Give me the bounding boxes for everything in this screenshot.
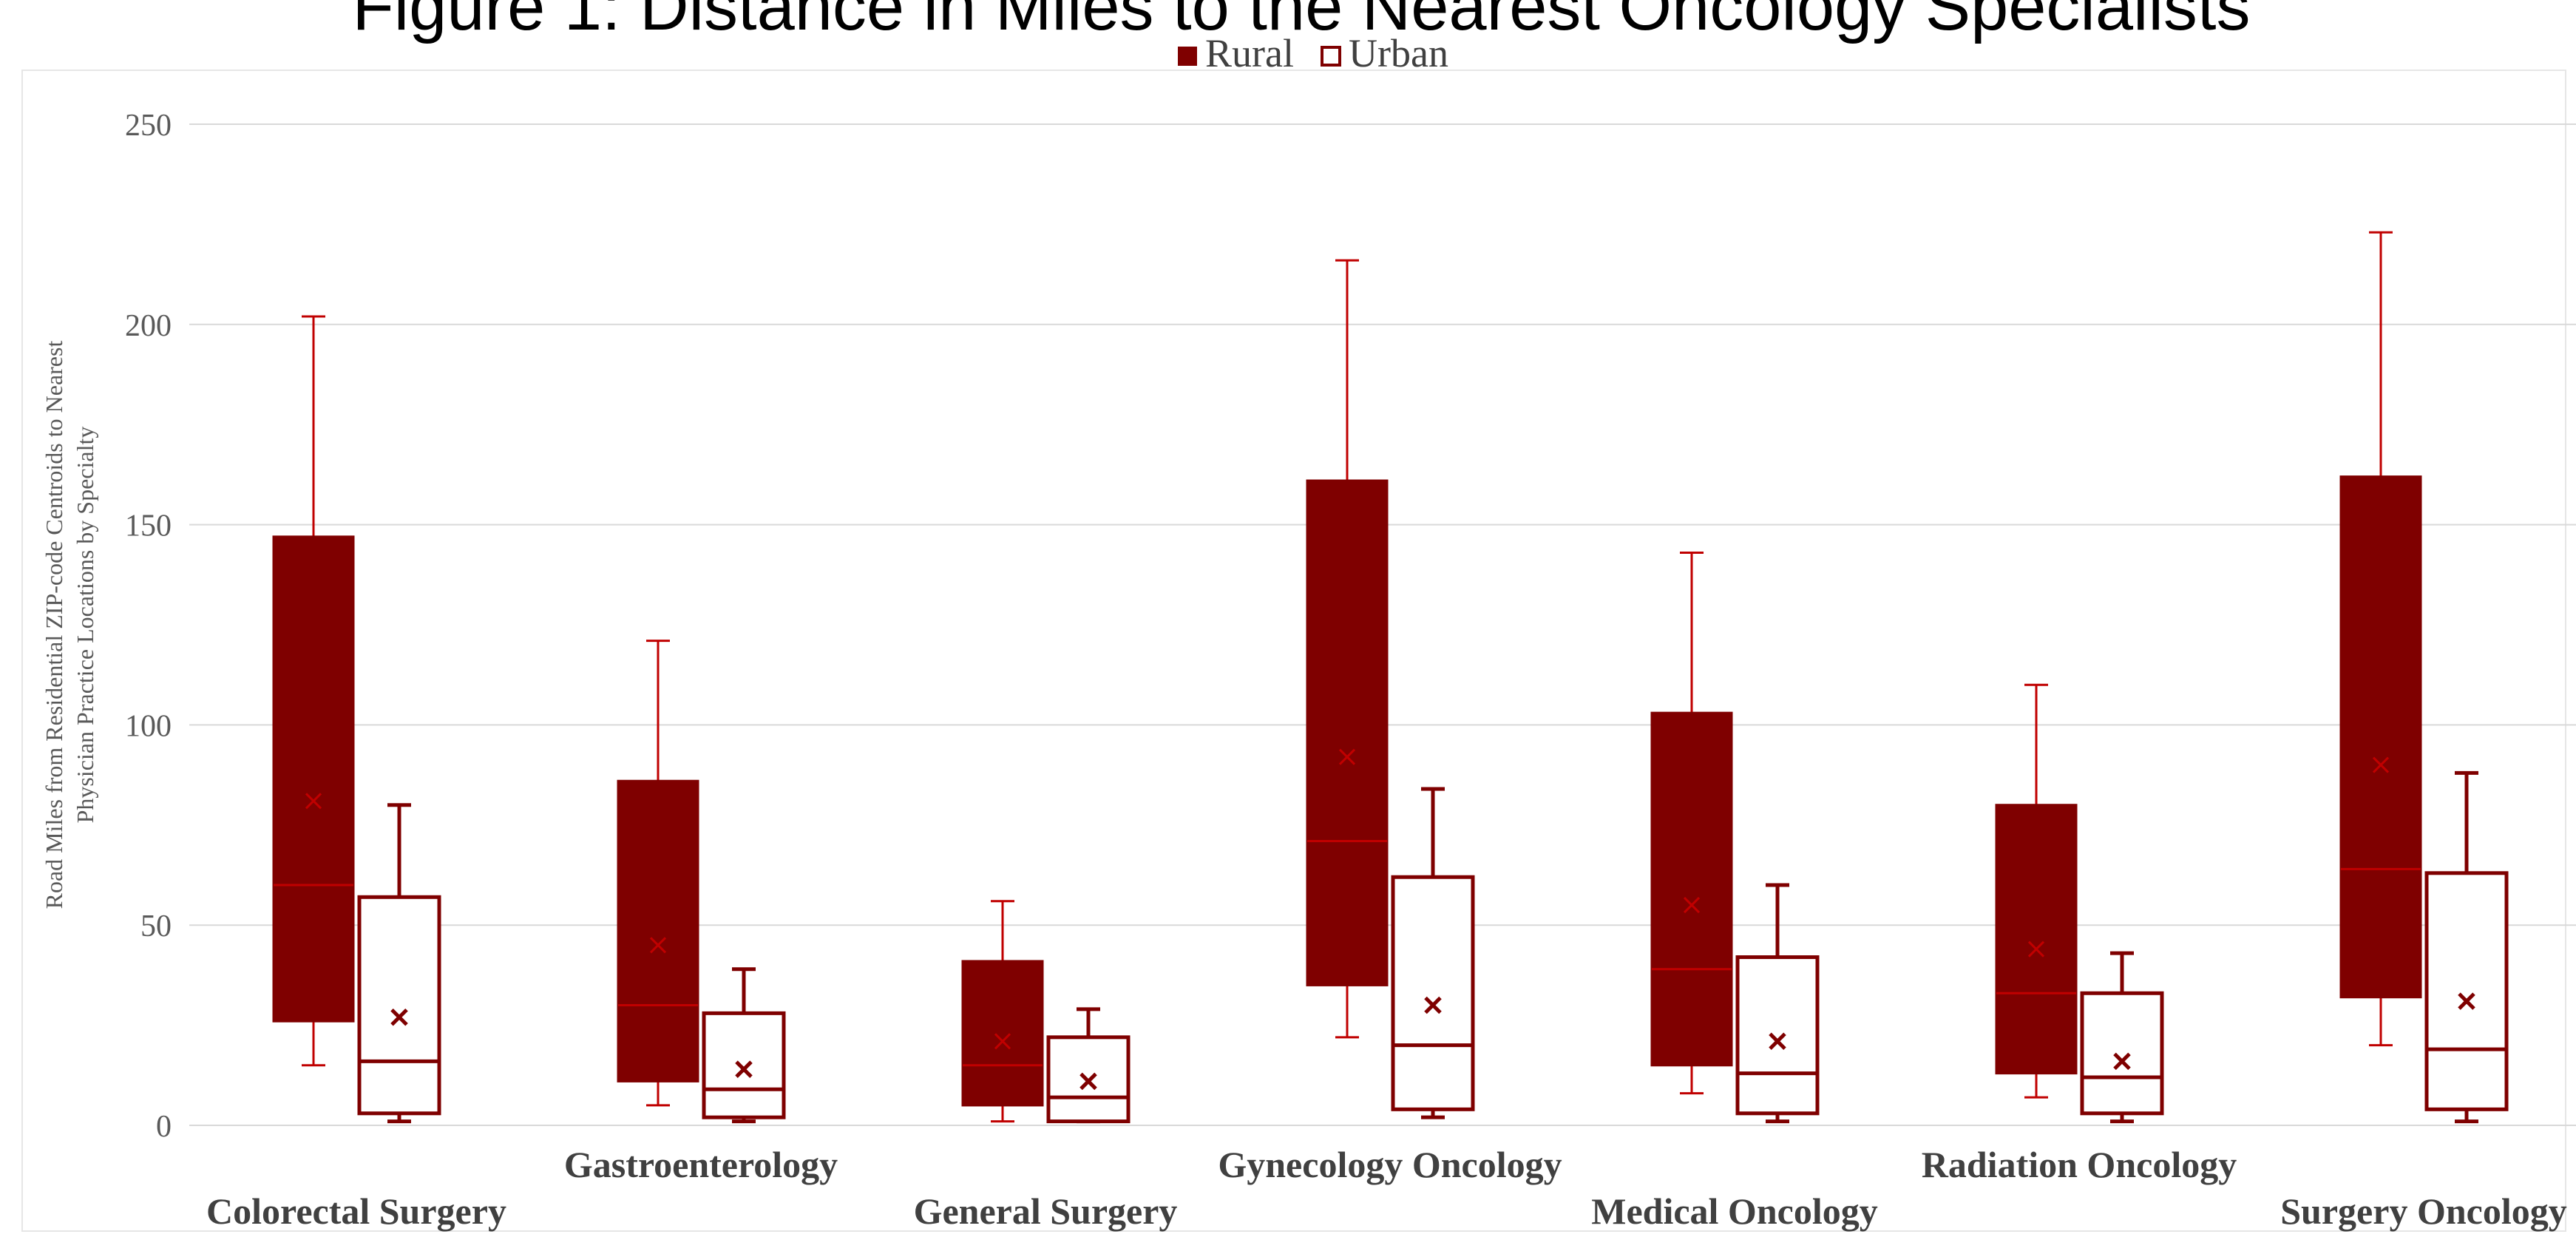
iqr-box [2424, 871, 2509, 1111]
iqr-box [2339, 475, 2422, 999]
mean-marker [1338, 748, 1356, 765]
x-category-label: General Surgery [914, 1190, 1178, 1232]
mean-marker-stroke [2027, 941, 2045, 958]
mean-marker [305, 793, 322, 810]
legend: Rural Urban [1178, 31, 1448, 75]
x-category-label: Colorectal Surgery [206, 1190, 506, 1232]
mean-marker [2458, 992, 2475, 1010]
legend-swatch-rural [1178, 47, 1197, 66]
iqr-box [1391, 875, 1475, 1111]
x-category-label: Gastroenterology [564, 1144, 838, 1185]
mean-marker [2372, 756, 2390, 773]
y-tick-label: 100 [125, 709, 172, 743]
legend-label-rural: Rural [1205, 31, 1294, 75]
y-axis-title: Road Miles from Residential ZIP-code Cen… [41, 341, 98, 909]
mean-marker-stroke [390, 1009, 408, 1026]
iqr-box [272, 535, 355, 1023]
gridlines [189, 123, 2576, 1126]
mean-marker-stroke [1338, 748, 1356, 765]
mean-marker [1424, 996, 1442, 1014]
rural-box-5 [1995, 683, 2078, 1099]
x-axis-labels: Colorectal Surgery Gastroenterology Genera… [206, 1144, 2567, 1232]
legend-label-urban: Urban [1349, 31, 1448, 75]
y-tick-label: 50 [140, 909, 172, 943]
mean-marker [649, 937, 667, 954]
mean-marker-stroke [2372, 756, 2390, 773]
mean-marker-stroke [1424, 996, 1442, 1014]
mean-marker-stroke [1683, 897, 1701, 914]
mean-marker-stroke [735, 1060, 753, 1078]
mean-marker-stroke [994, 1033, 1011, 1050]
y-tick-label: 150 [125, 509, 172, 543]
y-tick-label: 250 [125, 109, 172, 143]
urban-box-1 [702, 967, 786, 1124]
mean-marker-stroke [2458, 992, 2475, 1010]
iqr-box [357, 895, 441, 1116]
iqr-box [1306, 479, 1389, 986]
urban-box-3 [1391, 787, 1475, 1119]
plot-frame [21, 70, 2566, 1232]
urban-box-0 [357, 803, 441, 1124]
iqr-box [617, 779, 699, 1082]
x-category-label: Medical Oncology [1591, 1190, 1877, 1232]
mean-marker-stroke [2113, 1052, 2131, 1071]
y-tick-label: 200 [125, 309, 172, 343]
mean-marker-stroke [305, 793, 322, 810]
mean-marker [390, 1009, 408, 1026]
iqr-box [702, 1011, 786, 1119]
y-axis-ticks: 0 50 100 150 200 250 [125, 109, 172, 1144]
rural-box-2 [961, 900, 1044, 1123]
rural-box-3 [1306, 259, 1389, 1039]
mean-marker [735, 1060, 753, 1078]
mean-marker [994, 1033, 1011, 1050]
iqr-box [1650, 711, 1733, 1067]
rural-box-1 [617, 640, 699, 1107]
urban-box-6 [2424, 770, 2509, 1124]
mean-marker [2113, 1052, 2131, 1071]
iqr-box [1995, 804, 2078, 1075]
mean-marker [1683, 897, 1701, 914]
mean-marker [1769, 1032, 1786, 1051]
mean-marker [1079, 1072, 1097, 1091]
iqr-box [2080, 991, 2164, 1116]
urban-box-5 [2080, 951, 2164, 1124]
y-axis-title-line-1: Road Miles from Residential ZIP-code Cen… [41, 341, 67, 909]
y-axis-title-line-2: Physician Practice Locations by Specialt… [72, 427, 98, 824]
rural-box-4 [1650, 552, 1733, 1095]
x-category-label: Surgery Oncology [2280, 1190, 2566, 1232]
legend-swatch-urban [1321, 46, 1341, 67]
rural-box-6 [2339, 231, 2422, 1047]
box-series [272, 231, 2509, 1124]
rural-box-0 [272, 315, 355, 1067]
mean-marker-stroke [649, 937, 667, 954]
x-category-label: Radiation Oncology [1922, 1144, 2237, 1185]
urban-box-4 [1735, 883, 1820, 1124]
mean-marker-stroke [1769, 1032, 1786, 1051]
x-category-label: Gynecology Oncology [1218, 1144, 1562, 1185]
page-heading: Figure 1: Distance in Miles to the Neare… [353, 0, 2251, 44]
urban-box-2 [1046, 1007, 1131, 1124]
y-tick-label: 0 [156, 1110, 172, 1144]
iqr-box [961, 960, 1044, 1107]
iqr-box [1735, 955, 1820, 1116]
mean-marker-stroke [1079, 1072, 1097, 1091]
mean-marker [2027, 941, 2045, 958]
